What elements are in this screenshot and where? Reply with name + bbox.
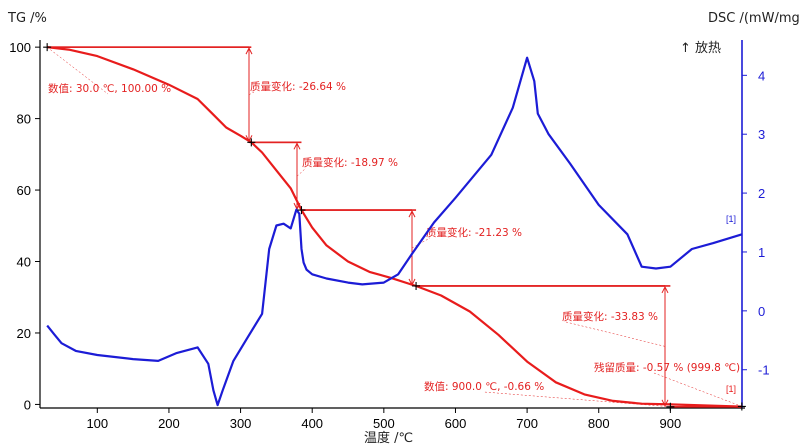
annotation-leader	[565, 321, 666, 347]
mass-change-label: 质量变化: -26.64 %	[250, 80, 346, 93]
y-right-tick-label: 4	[758, 68, 765, 83]
data-point-marker	[412, 281, 421, 290]
tg-curve	[47, 46, 743, 408]
x-tick-label: 600	[445, 416, 467, 431]
mass-change-label: 质量变化: -33.83 %	[562, 310, 658, 323]
exo-indicator: ↑ 放热	[680, 41, 721, 56]
annotation-leader	[47, 46, 109, 95]
data-point-marker	[666, 402, 675, 411]
annotation-leader	[296, 167, 307, 177]
arrow-head-up	[293, 142, 301, 150]
annotation-leader	[483, 391, 671, 408]
annotation-leader	[248, 91, 255, 95]
y-right-tick-label: 2	[758, 186, 765, 201]
y-right-tick-label: 1	[758, 245, 765, 260]
marker-dsc-end: [1]	[726, 214, 736, 224]
arrow-head-down	[661, 399, 669, 407]
y-right-tick-label: 3	[758, 127, 765, 142]
x-axis-title: 温度 /℃	[364, 430, 413, 446]
annotation-leader	[411, 237, 431, 249]
point-value-label: 残留质量: -0.57 % (999.8 ℃)	[594, 361, 740, 374]
mass-change-label: 质量变化: -18.97 %	[302, 156, 398, 169]
point-value-label: 数值: 900.0 ℃, -0.66 %	[424, 380, 544, 393]
y-left-tick-label: 60	[17, 183, 31, 198]
tg-axis-title: TG /%	[7, 11, 47, 26]
y-left-tick-label: 80	[17, 112, 31, 127]
x-tick-label: 700	[516, 416, 538, 431]
x-tick-label: 900	[660, 416, 682, 431]
data-point-marker	[737, 402, 746, 411]
y-left-tick-label: 20	[17, 326, 31, 341]
dsc-axis-title: DSC /(mW/mg)	[708, 11, 800, 26]
y-left-tick-label: 0	[24, 397, 31, 412]
arrow-head-up	[661, 285, 669, 294]
x-tick-label: 200	[158, 416, 180, 431]
marker-tg-end: [1]	[726, 384, 736, 394]
y-left-tick-label: 40	[17, 255, 31, 270]
y-right-tick-label: -1	[758, 363, 770, 378]
x-tick-label: 800	[588, 416, 610, 431]
x-tick-label: 500	[373, 416, 395, 431]
mass-change-label: 质量变化: -21.23 %	[426, 226, 522, 239]
x-tick-label: 100	[86, 416, 108, 431]
arrow-head-up	[408, 209, 416, 218]
data-point-marker	[43, 43, 52, 52]
point-value-label: 数值: 30.0 ℃, 100.00 %	[48, 82, 171, 95]
data-point-marker	[297, 206, 306, 215]
data-point-marker	[247, 138, 256, 147]
y-left-tick-label: 100	[9, 40, 31, 55]
arrow-head-up	[245, 47, 253, 55]
y-right-tick-label: 0	[758, 304, 765, 319]
x-tick-label: 300	[230, 416, 252, 431]
dsc-curve	[46, 56, 743, 407]
x-tick-label: 400	[301, 416, 323, 431]
